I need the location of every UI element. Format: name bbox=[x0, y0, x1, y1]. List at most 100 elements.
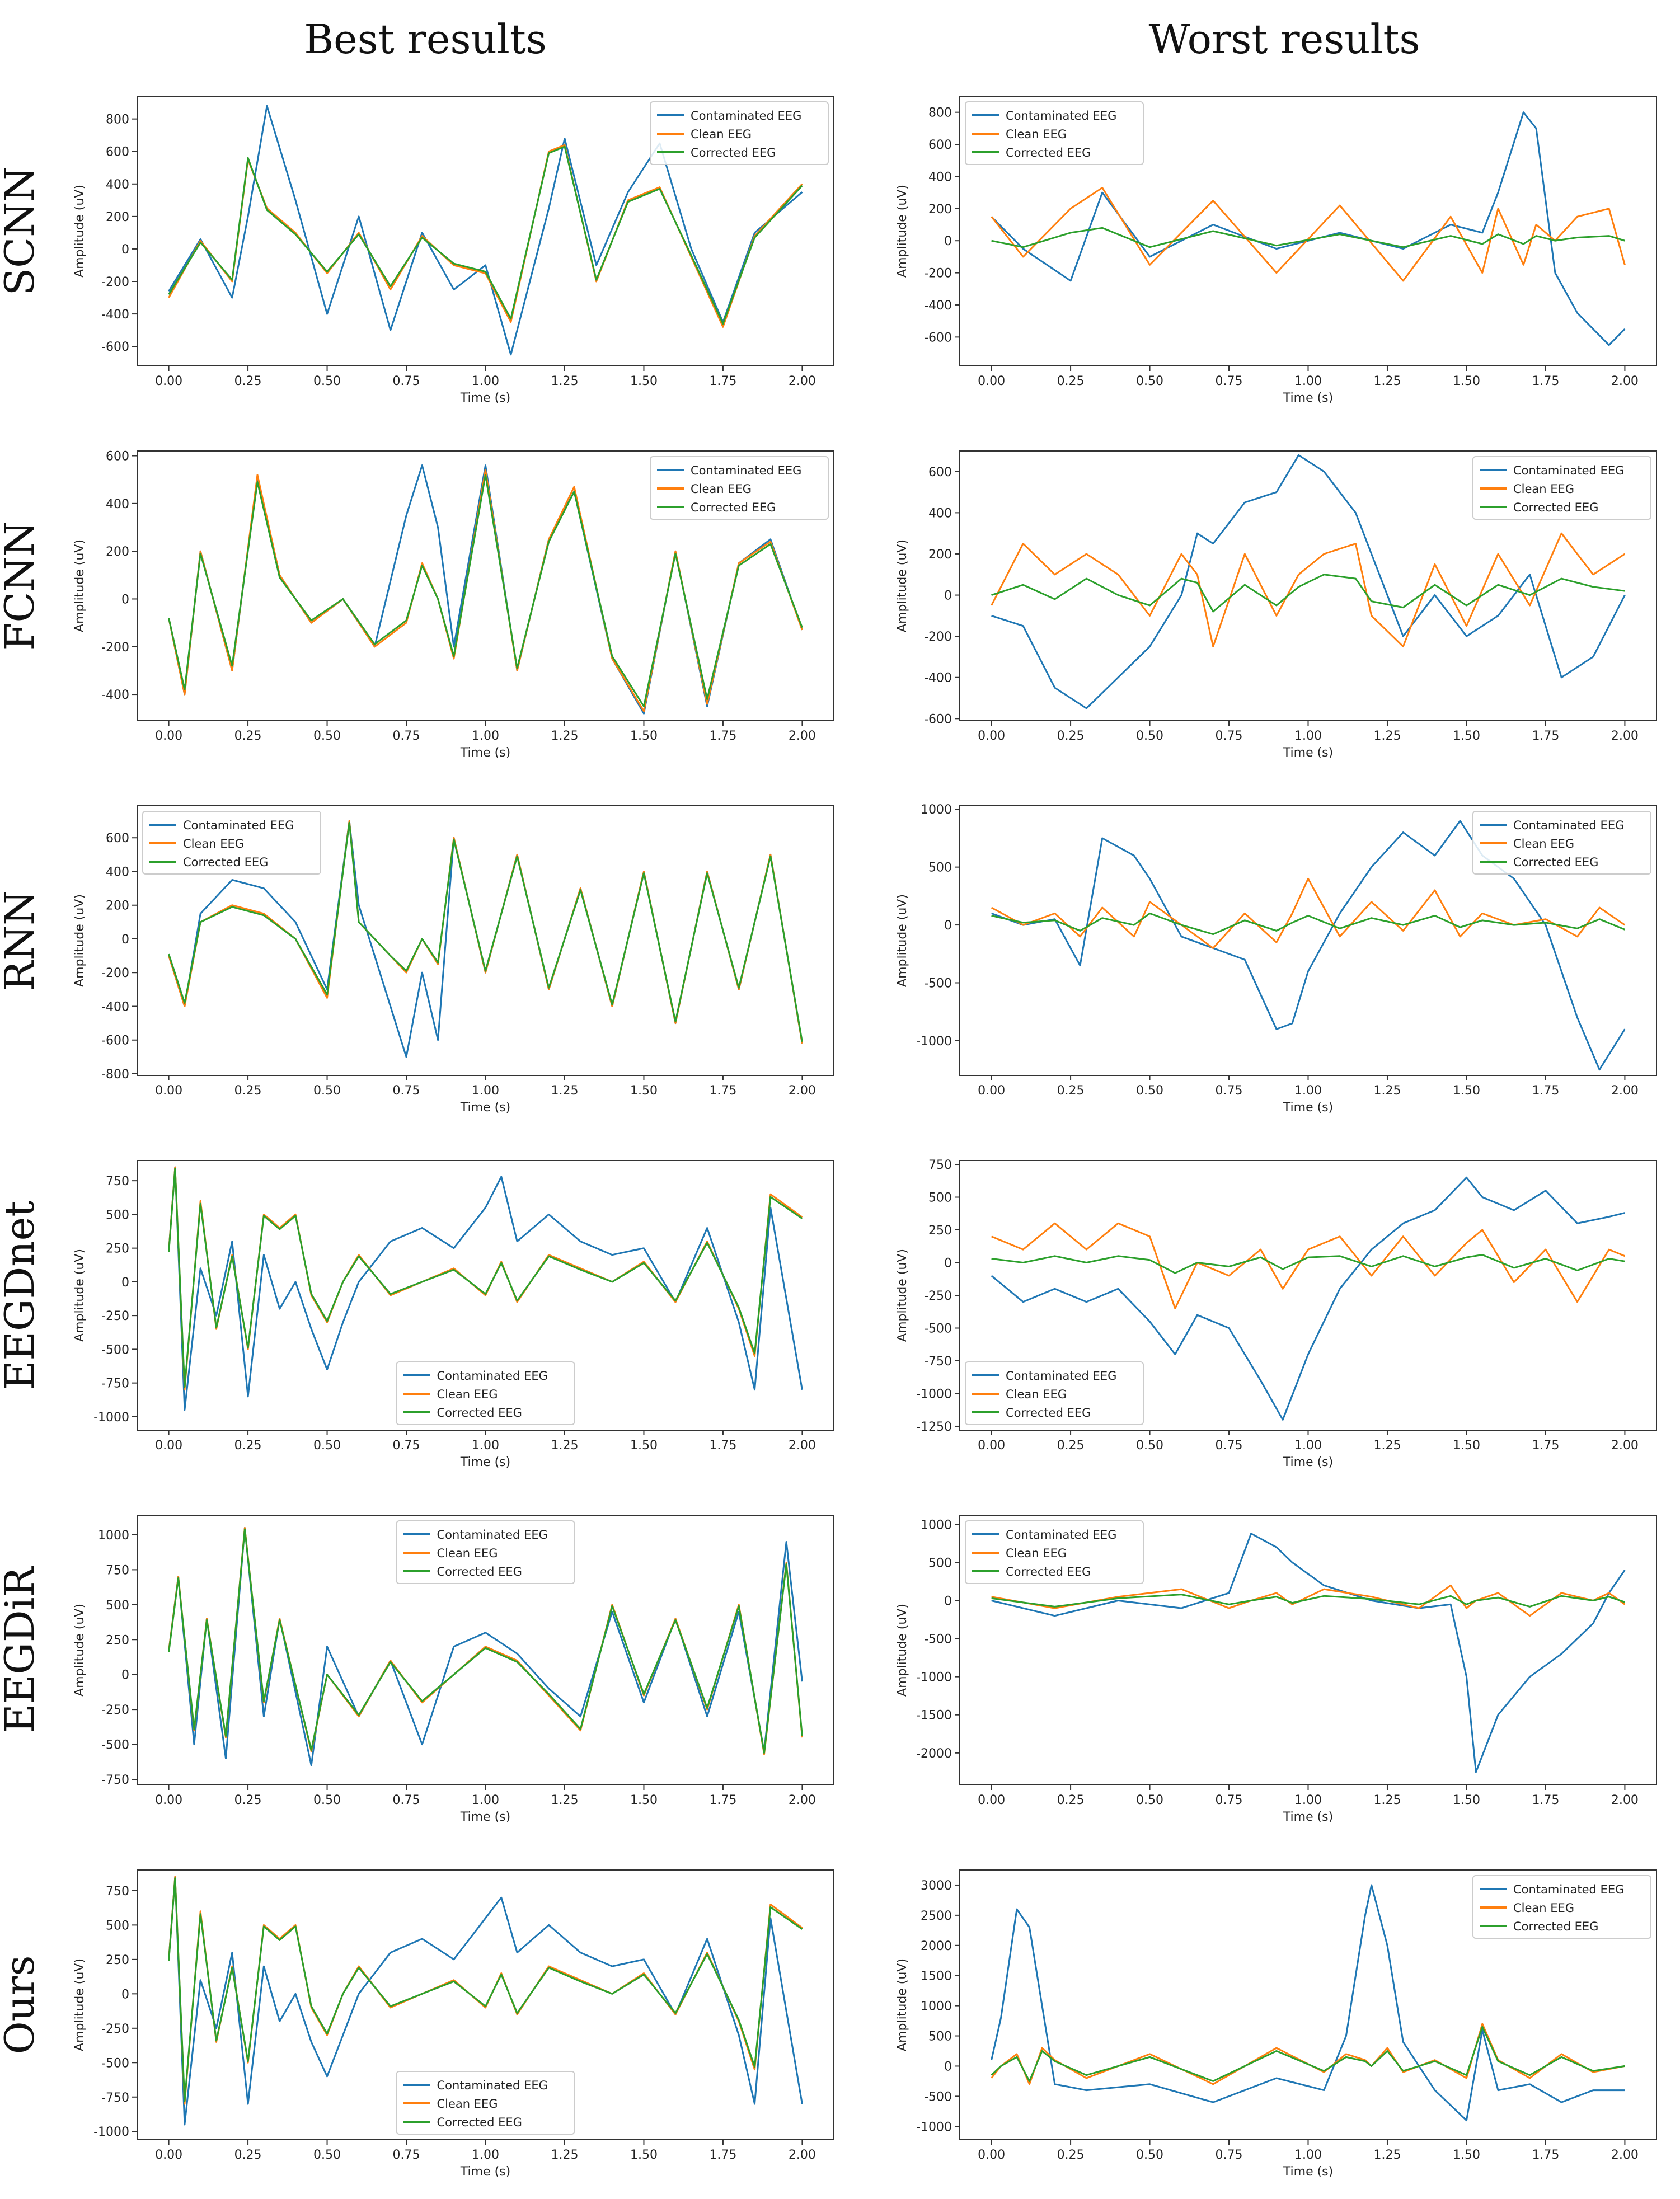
x-tick-label: 1.75 bbox=[1532, 1439, 1559, 1453]
legend: Contaminated EEG Clean EEG Corrected EEG bbox=[1472, 1875, 1651, 1939]
y-tick-label: 200 bbox=[928, 203, 952, 217]
legend-label: Clean EEG bbox=[437, 1547, 498, 1560]
x-tick-label: 1.25 bbox=[1373, 1084, 1401, 1098]
x-tick-label: 1.50 bbox=[630, 1793, 658, 1807]
x-tick-label: 1.50 bbox=[630, 1084, 658, 1098]
y-tick-label: -600 bbox=[924, 331, 952, 345]
y-tick-label: 400 bbox=[928, 506, 952, 520]
x-tick-label: 1.25 bbox=[551, 374, 578, 388]
x-tick-label: 0.75 bbox=[1216, 1084, 1243, 1098]
series-line-corrected-eeg bbox=[168, 1168, 803, 1388]
legend: Contaminated EEG Clean EEG Corrected EEG bbox=[1472, 811, 1651, 875]
x-tick-label: 1.50 bbox=[1453, 1793, 1480, 1807]
y-tick-label: 0 bbox=[944, 2060, 952, 2074]
series-line-corrected-eeg bbox=[168, 1528, 803, 1754]
y-tick-label: 750 bbox=[106, 1563, 129, 1577]
x-tick-label: 2.00 bbox=[789, 374, 816, 388]
x-axis-label: Time (s) bbox=[1283, 391, 1333, 405]
x-tick-label: 1.75 bbox=[1532, 1084, 1559, 1098]
y-tick-label: -600 bbox=[101, 1034, 129, 1048]
x-tick-label: 2.00 bbox=[789, 1439, 816, 1453]
series-line-clean-eeg bbox=[168, 1166, 803, 1391]
y-tick-label: 0 bbox=[121, 1276, 129, 1290]
y-tick-label: 1500 bbox=[921, 1970, 952, 1984]
y-tick-label: 500 bbox=[106, 1919, 129, 1933]
subplot-eegdnet-worst: 0.00 0.25 0.50 0.75 1.00 1.25 1.50 1.75 2.00 -125… bbox=[895, 1158, 1657, 1469]
x-tick-label: 1.75 bbox=[1532, 374, 1559, 388]
legend-label: Contaminated EEG bbox=[1513, 1883, 1624, 1896]
x-tick-label: 0.00 bbox=[155, 374, 182, 388]
subplot-rnn-best: 0.00 0.25 0.50 0.75 1.00 1.25 1.50 1.75 2.00 -800… bbox=[73, 805, 834, 1115]
y-tick-label: -500 bbox=[924, 977, 952, 991]
x-tick-label: 1.00 bbox=[472, 729, 499, 743]
y-tick-label: 200 bbox=[106, 899, 129, 913]
y-tick-label: -2000 bbox=[916, 1747, 952, 1761]
x-tick-label: 0.50 bbox=[1136, 1793, 1163, 1807]
x-tick-label: 1.50 bbox=[1453, 2148, 1480, 2162]
x-tick-label: 0.75 bbox=[1216, 1439, 1243, 1453]
x-tick-label: 1.75 bbox=[709, 1439, 736, 1453]
x-tick-label: 2.00 bbox=[789, 729, 816, 743]
x-tick-label: 1.25 bbox=[1373, 374, 1401, 388]
legend-box bbox=[396, 1361, 575, 1425]
x-tick-label: 0.00 bbox=[978, 1439, 1005, 1453]
y-tick-label: -600 bbox=[924, 712, 952, 726]
x-tick-label: 2.00 bbox=[1611, 1793, 1639, 1807]
x-tick-label: 1.75 bbox=[1532, 2148, 1559, 2162]
x-tick-label: 1.25 bbox=[1373, 729, 1401, 743]
y-tick-label: -1000 bbox=[916, 1035, 952, 1049]
legend: Contaminated EEG Clean EEG Corrected EEG bbox=[650, 101, 829, 165]
x-axis-label: Time (s) bbox=[1283, 2165, 1333, 2179]
x-tick-label: 1.75 bbox=[709, 1084, 736, 1098]
x-tick-label: 1.00 bbox=[472, 374, 499, 388]
x-tick-label: 0.25 bbox=[1057, 2148, 1085, 2162]
y-tick-label: 600 bbox=[106, 145, 129, 159]
series-line-corrected-eeg bbox=[991, 574, 1625, 613]
y-tick-label: 0 bbox=[121, 243, 129, 257]
row-title: Ours bbox=[0, 1956, 43, 2055]
y-tick-label: -250 bbox=[101, 1703, 129, 1717]
y-tick-label: -500 bbox=[101, 2056, 129, 2070]
x-tick-label: 0.00 bbox=[155, 1439, 182, 1453]
y-axis-label: Amplitude (uV) bbox=[73, 1604, 87, 1697]
y-tick-label: 750 bbox=[928, 1158, 952, 1172]
y-tick-label: 500 bbox=[928, 2030, 952, 2044]
y-tick-label: 200 bbox=[106, 545, 129, 559]
series-line-contaminated-eeg bbox=[991, 454, 1626, 709]
x-axis-label: Time (s) bbox=[1283, 1810, 1333, 1824]
x-tick-label: 1.25 bbox=[1373, 2148, 1401, 2162]
series-line-contaminated-eeg bbox=[168, 105, 803, 356]
legend-label: Clean EEG bbox=[1513, 482, 1574, 496]
x-tick-label: 0.50 bbox=[313, 2148, 341, 2162]
x-tick-label: 1.25 bbox=[551, 1793, 578, 1807]
x-tick-label: 1.00 bbox=[1294, 1084, 1322, 1098]
y-tick-label: 500 bbox=[106, 1599, 129, 1613]
x-axis-label: Time (s) bbox=[1283, 1101, 1333, 1115]
y-tick-label: -500 bbox=[101, 1343, 129, 1357]
x-axis-label: Time (s) bbox=[460, 1455, 510, 1469]
y-tick-label: 600 bbox=[106, 831, 129, 845]
x-tick-label: 1.00 bbox=[1294, 374, 1322, 388]
x-tick-label: 0.50 bbox=[313, 1439, 341, 1453]
legend-label: Contaminated EEG bbox=[1006, 1369, 1116, 1383]
y-tick-label: 600 bbox=[928, 138, 952, 152]
x-tick-label: 0.75 bbox=[393, 729, 420, 743]
legend-label: Corrected EEG bbox=[437, 2116, 522, 2129]
y-tick-label: 400 bbox=[928, 170, 952, 184]
subplot-scnn-worst: 0.00 0.25 0.50 0.75 1.00 1.25 1.50 1.75 2.00 -600… bbox=[895, 96, 1657, 405]
x-tick-label: 0.00 bbox=[978, 374, 1005, 388]
legend: Contaminated EEG Clean EEG Corrected EEG bbox=[965, 101, 1144, 165]
x-tick-label: 1.25 bbox=[1373, 1793, 1401, 1807]
x-tick-label: 1.75 bbox=[1532, 729, 1559, 743]
x-tick-label: 1.50 bbox=[1453, 1084, 1480, 1098]
y-tick-label: 0 bbox=[121, 1669, 129, 1683]
x-tick-label: 0.75 bbox=[1216, 729, 1243, 743]
legend-box bbox=[965, 1361, 1144, 1425]
y-tick-label: -750 bbox=[101, 1377, 129, 1391]
y-tick-label: -750 bbox=[101, 2091, 129, 2105]
y-tick-label: -1000 bbox=[93, 1411, 129, 1425]
x-axis-label: Time (s) bbox=[460, 391, 510, 405]
y-tick-label: 500 bbox=[928, 861, 952, 875]
x-tick-label: 1.50 bbox=[1453, 729, 1480, 743]
y-tick-label: 500 bbox=[928, 1191, 952, 1205]
